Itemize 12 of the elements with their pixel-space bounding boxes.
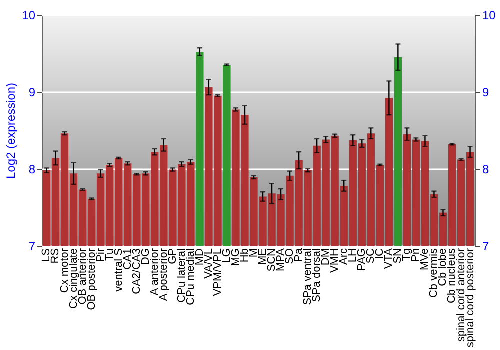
y2-tick-label: 7 — [482, 240, 490, 254]
y-tick-label: 8 — [28, 162, 36, 176]
y2-tick-label: 8 — [482, 162, 490, 176]
x-tick-label: CPu medial — [184, 248, 197, 306]
y2-tick-label: 9 — [482, 86, 490, 100]
x-tick-label: Tg — [401, 248, 414, 262]
y2-tick-label: 10 — [482, 8, 496, 22]
y-tick-label: 9 — [28, 86, 36, 100]
x-tick-label: RS — [50, 248, 62, 264]
y-tick-label: 10 — [22, 8, 36, 22]
y-tick-label: 7 — [28, 240, 36, 254]
y-axis-title: Log2 (expression) — [4, 82, 18, 180]
